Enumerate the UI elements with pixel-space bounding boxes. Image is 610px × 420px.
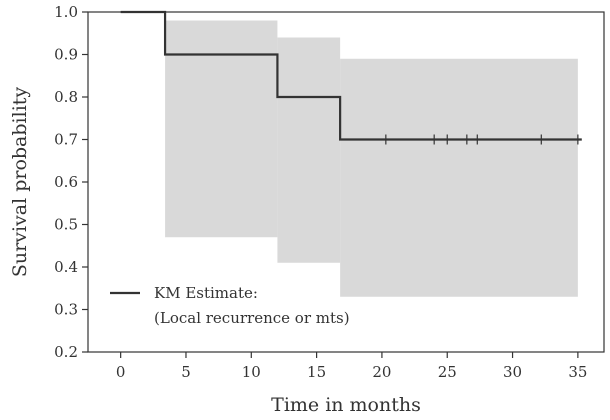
- y-tick-label: 0.6: [54, 173, 78, 191]
- x-axis-title: Time in months: [271, 394, 421, 416]
- x-tick-label: 0: [116, 363, 126, 381]
- y-tick-label: 0.8: [54, 88, 78, 106]
- x-tick-label: 15: [307, 363, 326, 381]
- confidence-band: [165, 20, 578, 297]
- km-step-line: [120, 10, 582, 141]
- x-tick-label: 25: [438, 363, 457, 381]
- y-tick-label: 1.0: [54, 3, 78, 21]
- x-tick-label: 35: [568, 363, 587, 381]
- x-tick-label: 5: [181, 363, 191, 381]
- km-estimate-line: [120, 10, 582, 141]
- y-tick-label: 0.3: [54, 301, 78, 319]
- confidence-band-segment-3: [340, 58, 578, 297]
- y-tick-label: 0.4: [54, 258, 78, 276]
- x-tick-label: 20: [372, 363, 391, 381]
- confidence-band-segment-2: [277, 37, 341, 263]
- y-tick-label: 0.7: [54, 131, 78, 149]
- y-tick-label: 0.9: [54, 46, 78, 64]
- censor-marks: [385, 134, 579, 145]
- y-tick-label: 0.5: [54, 216, 78, 234]
- legend-label-continued: (Local recurrence or mts): [154, 309, 350, 327]
- x-tick-label: 10: [242, 363, 261, 381]
- axis-ticks: 0 5 10 15 20 25 30 35 0.2 0.3 0.4 0.5 0.6 0.7 0.8 0.9 1.…: [54, 3, 587, 381]
- y-tick-label: 0.2: [54, 343, 78, 361]
- y-axis-title: Survival probability: [9, 87, 31, 278]
- legend: KM Estimate: (Local recurrence or mts): [110, 284, 350, 327]
- legend-label: KM Estimate:: [154, 284, 258, 302]
- x-tick-label: 30: [503, 363, 522, 381]
- confidence-band-segment-1: [165, 20, 278, 238]
